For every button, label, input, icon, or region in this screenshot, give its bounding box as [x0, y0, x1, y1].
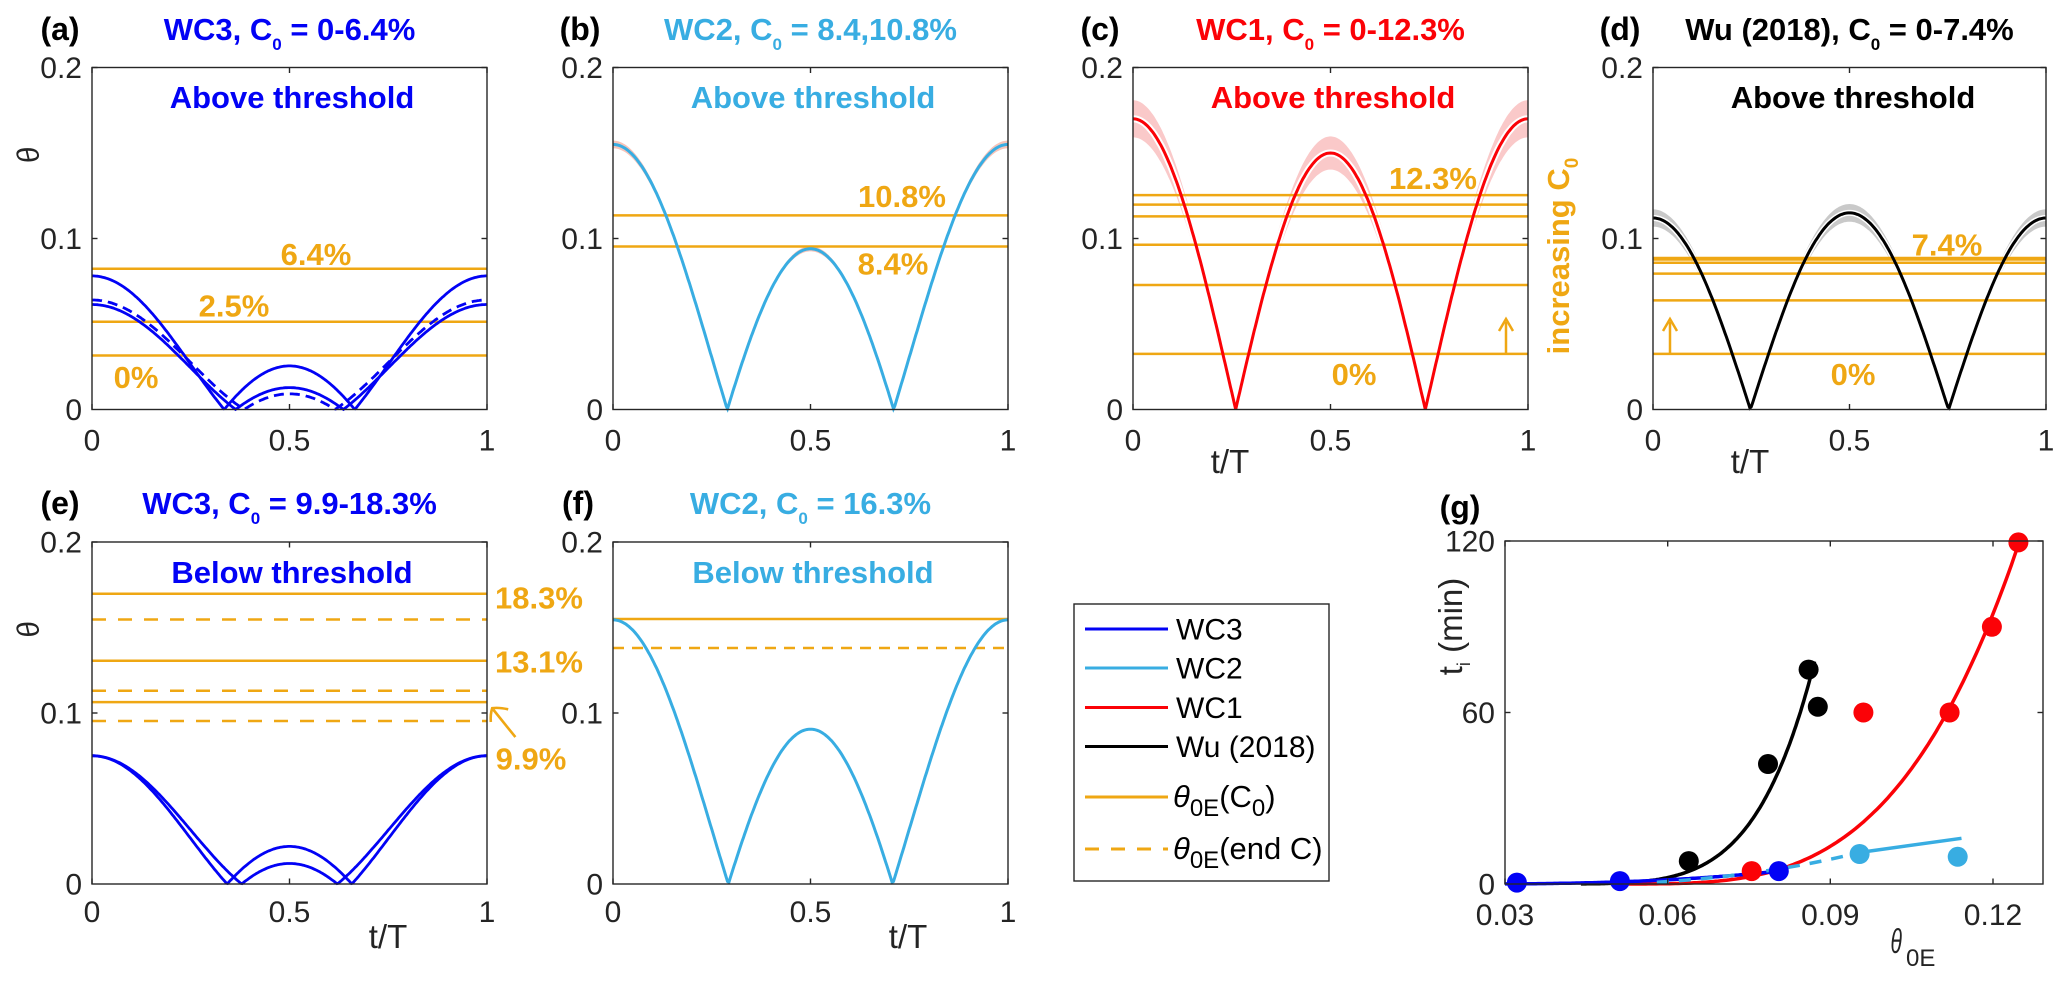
svg-text:0.5: 0.5 [1829, 425, 1871, 458]
svg-text:0: 0 [84, 425, 101, 458]
svg-text:(e): (e) [40, 485, 79, 521]
svg-text:0.5: 0.5 [790, 425, 832, 458]
svg-text:Above threshold: Above threshold [691, 80, 936, 115]
svg-text:t/T: t/T [889, 918, 928, 955]
svg-text:(c): (c) [1080, 11, 1119, 47]
svg-text:1: 1 [1000, 425, 1017, 458]
svg-text:(f): (f) [562, 485, 594, 521]
svg-text:Below threshold: Below threshold [171, 555, 412, 590]
svg-text:0: 0 [586, 869, 603, 902]
svg-text:0.5: 0.5 [269, 896, 311, 929]
svg-text:0: 0 [84, 896, 101, 929]
svg-text:60: 60 [1462, 697, 1495, 730]
svg-text:Above threshold: Above threshold [1731, 80, 1976, 115]
svg-text:7.4%: 7.4% [1912, 227, 1983, 262]
svg-text:Above threshold: Above threshold [1211, 80, 1456, 115]
svg-text:0.06: 0.06 [1639, 899, 1697, 932]
svg-text:0E: 0E [1906, 945, 1935, 972]
svg-text:θ0E(end C): θ0E(end C) [1173, 831, 1323, 874]
svg-text:0.09: 0.09 [1801, 899, 1859, 932]
svg-text:WC1: WC1 [1176, 692, 1243, 725]
svg-text:0: 0 [1106, 394, 1123, 427]
svg-text:1: 1 [1000, 896, 1017, 929]
svg-text:0.2: 0.2 [561, 527, 603, 560]
svg-text:0.1: 0.1 [561, 223, 603, 256]
svg-text:0: 0 [1125, 425, 1142, 458]
svg-text:0: 0 [605, 896, 622, 929]
svg-text:WC3: WC3 [1176, 614, 1243, 647]
svg-text:0.12: 0.12 [1964, 899, 2022, 932]
svg-text:0.1: 0.1 [40, 698, 82, 731]
svg-text:0: 0 [586, 394, 603, 427]
svg-text:t/T: t/T [369, 918, 408, 955]
svg-text:0.5: 0.5 [790, 896, 832, 929]
svg-text:Below threshold: Below threshold [692, 555, 933, 590]
svg-text:6.4%: 6.4% [281, 237, 352, 272]
svg-text:WC2: WC2 [1176, 653, 1243, 686]
svg-text:(d): (d) [1600, 11, 1641, 47]
svg-text:1: 1 [2038, 425, 2055, 458]
svg-text:1: 1 [479, 425, 496, 458]
svg-text:0%: 0% [1831, 357, 1876, 392]
svg-text:Wu (2018): Wu (2018) [1176, 731, 1316, 764]
svg-text:12.3%: 12.3% [1389, 161, 1477, 196]
svg-text:0.2: 0.2 [40, 52, 82, 85]
svg-text:0.2: 0.2 [1081, 52, 1123, 85]
svg-text:0.1: 0.1 [561, 698, 603, 731]
svg-text:t/T: t/T [1211, 443, 1250, 480]
svg-text:θ: θ [1891, 922, 1903, 960]
svg-text:0: 0 [1645, 425, 1662, 458]
svg-text:1: 1 [479, 896, 496, 929]
svg-text:0%: 0% [1332, 357, 1377, 392]
svg-text:0: 0 [65, 394, 82, 427]
svg-text:0%: 0% [114, 360, 159, 395]
svg-text:Above threshold: Above threshold [170, 80, 415, 115]
svg-text:0.03: 0.03 [1476, 899, 1534, 932]
svg-text:0.2: 0.2 [1601, 52, 1643, 85]
svg-text:8.4%: 8.4% [858, 247, 929, 282]
svg-text:(a): (a) [40, 11, 79, 47]
svg-text:0: 0 [1626, 394, 1643, 427]
svg-text:0: 0 [1478, 869, 1495, 902]
svg-text:(b): (b) [560, 11, 601, 47]
svg-text:0: 0 [605, 425, 622, 458]
svg-text:0.1: 0.1 [40, 223, 82, 256]
svg-text:(g): (g) [1440, 489, 1481, 525]
svg-text:0.5: 0.5 [269, 425, 311, 458]
svg-text:ti (min): ti (min) [1432, 578, 1474, 676]
svg-text:0.2: 0.2 [561, 52, 603, 85]
svg-text:0.5: 0.5 [1310, 425, 1352, 458]
svg-text:9.9%: 9.9% [496, 742, 567, 777]
svg-text:18.3%: 18.3% [495, 581, 583, 616]
svg-text:0.2: 0.2 [40, 527, 82, 560]
svg-text:t/T: t/T [1731, 443, 1770, 480]
svg-text:13.1%: 13.1% [495, 644, 583, 679]
svg-text:0: 0 [65, 869, 82, 902]
svg-text:120: 120 [1445, 526, 1495, 559]
svg-text:1: 1 [1520, 425, 1537, 458]
svg-text:0.1: 0.1 [1601, 223, 1643, 256]
svg-text:2.5%: 2.5% [199, 289, 270, 324]
svg-text:10.8%: 10.8% [858, 179, 946, 214]
svg-text:0.1: 0.1 [1081, 223, 1123, 256]
svg-text:θ0E(C0): θ0E(C0) [1173, 779, 1276, 822]
